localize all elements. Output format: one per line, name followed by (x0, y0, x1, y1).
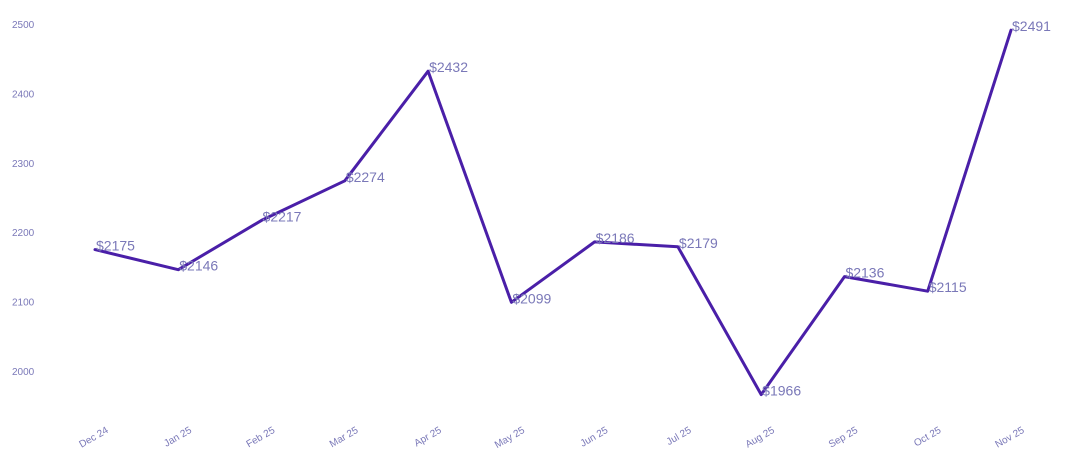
data-label: $2186 (596, 230, 635, 246)
x-tick-label: Aug 25 (744, 425, 777, 451)
x-tick-label: Mar 25 (328, 425, 361, 450)
series-line (93, 28, 1013, 397)
x-tick-label: Jan 25 (162, 425, 194, 450)
data-label: $2274 (346, 169, 385, 185)
y-tick-label: 2000 (12, 367, 35, 378)
data-label: $2175 (96, 238, 135, 254)
x-tick-label: Jul 25 (665, 425, 694, 448)
y-tick-label: 2400 (12, 89, 35, 100)
x-tick-label: Sep 25 (827, 425, 860, 451)
x-tick-label: Feb 25 (245, 425, 278, 450)
data-label: $2099 (512, 290, 551, 306)
data-label: $2115 (929, 279, 967, 295)
data-label: $2217 (263, 208, 302, 224)
x-tick-label: Jun 25 (579, 425, 611, 450)
x-tick-label: Apr 25 (413, 425, 444, 449)
data-label: $2432 (429, 59, 468, 75)
data-label: $2179 (679, 235, 718, 251)
data-label: $2491 (1012, 18, 1051, 34)
y-tick-label: 2200 (12, 228, 35, 239)
x-tick-label: Oct 25 (912, 425, 943, 449)
data-label: $2136 (845, 265, 884, 281)
x-tick-label: Dec 24 (78, 425, 111, 451)
x-axis-ticks: Dec 24 Jan 25 Feb 25 Mar 25 Apr 25 May 25 Jun … (78, 425, 1027, 451)
data-labels: $2175 $2146 $2217 $2274 $2432 $2099 $2186 $2179… (96, 18, 1051, 398)
x-tick-label: May 25 (493, 425, 527, 451)
data-label: $2146 (179, 258, 218, 274)
y-tick-label: 2300 (12, 159, 35, 170)
y-axis-ticks: 2000 2100 2200 2300 2400 2500 (12, 20, 35, 378)
y-tick-label: 2100 (12, 298, 35, 309)
data-label: $1966 (762, 383, 801, 399)
y-tick-label: 2500 (12, 20, 35, 31)
x-tick-label: Nov 25 (994, 425, 1027, 451)
